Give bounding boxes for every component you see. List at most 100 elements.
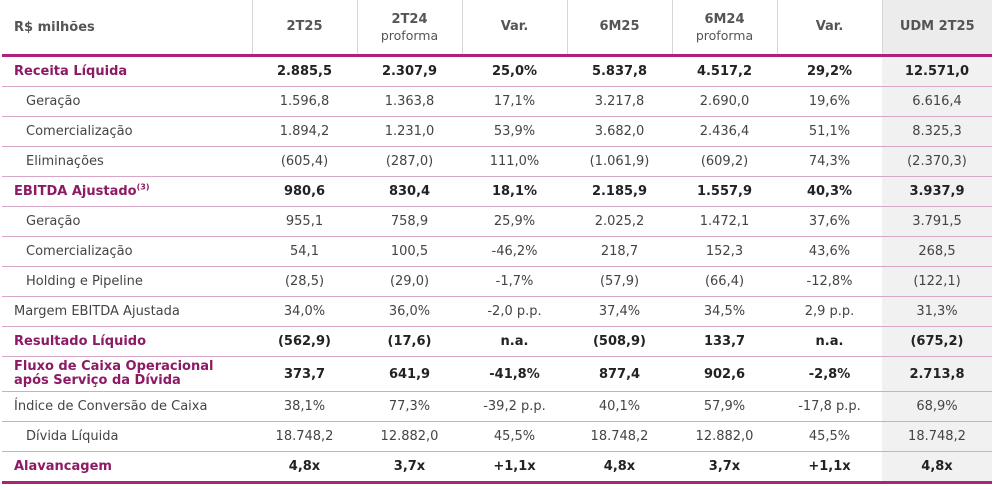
- cell: 3.217,8: [567, 86, 672, 117]
- row-label: Receita Líquida: [2, 55, 252, 87]
- cell: 54,1: [252, 236, 357, 267]
- cell: (287,0): [357, 146, 462, 177]
- row-comercializacao-receita: Comercialização 1.894,2 1.231,0 53,9% 3.…: [2, 116, 992, 147]
- cell: 1.557,9: [672, 176, 777, 207]
- table-header: R$ milhões 2T25 2T24 proforma Var. 6M25 6…: [2, 0, 992, 57]
- cell: (17,6): [357, 326, 462, 357]
- cell: 4,8x: [882, 451, 992, 484]
- cell: -12,8%: [777, 266, 882, 297]
- cell: 5.837,8: [567, 55, 672, 87]
- cell: (2.370,3): [882, 146, 992, 177]
- row-label: Dívida Líquida: [2, 421, 252, 452]
- row-label: Alavancagem: [2, 451, 252, 484]
- cell: 8.325,3: [882, 116, 992, 147]
- row-receita-liquida: Receita Líquida 2.885,5 2.307,9 25,0% 5.…: [2, 55, 992, 87]
- cell: 2,9 p.p.: [777, 296, 882, 327]
- row-geracao-ebitda: Geração 955,1 758,9 25,9% 2.025,2 1.472,…: [2, 206, 992, 237]
- cell: 100,5: [357, 236, 462, 267]
- cell: 57,9%: [672, 391, 777, 422]
- cell: 37,4%: [567, 296, 672, 327]
- cell: 29,2%: [777, 55, 882, 87]
- cell: 4,8x: [252, 451, 357, 484]
- cell: (66,4): [672, 266, 777, 297]
- cell: 43,6%: [777, 236, 882, 267]
- cell: 3.791,5: [882, 206, 992, 237]
- cell: 4,8x: [567, 451, 672, 484]
- cell: 3.682,0: [567, 116, 672, 147]
- cell: 111,0%: [462, 146, 567, 177]
- row-resultado-liquido: Resultado Líquido (562,9) (17,6) n.a. (5…: [2, 326, 992, 357]
- row-label: Comercialização: [2, 236, 252, 267]
- row-label: Resultado Líquido: [2, 326, 252, 357]
- cell: 877,4: [567, 356, 672, 392]
- header-6m24: 6M24 proforma: [672, 0, 778, 57]
- cell: 373,7: [252, 356, 357, 392]
- cell: (675,2): [882, 326, 992, 357]
- cell: 2.185,9: [567, 176, 672, 207]
- cell: 1.472,1: [672, 206, 777, 237]
- row-holding-pipeline: Holding e Pipeline (28,5) (29,0) -1,7% (…: [2, 266, 992, 297]
- cell: 18,1%: [462, 176, 567, 207]
- header-var-semester: Var.: [777, 0, 883, 57]
- cell: 45,5%: [462, 421, 567, 452]
- cell: 2.690,0: [672, 86, 777, 117]
- cell: 1.231,0: [357, 116, 462, 147]
- cell: 268,5: [882, 236, 992, 267]
- row-indice-conversao: Índice de Conversão de Caixa 38,1% 77,3%…: [2, 391, 992, 422]
- cell: (609,2): [672, 146, 777, 177]
- cell: 18.748,2: [882, 421, 992, 452]
- header-var-quarter: Var.: [462, 0, 568, 57]
- cell: 4.517,2: [672, 55, 777, 87]
- row-ebitda-ajustado: EBITDA Ajustado(3) 980,6 830,4 18,1% 2.1…: [2, 176, 992, 207]
- cell: 1.596,8: [252, 86, 357, 117]
- cell: 37,6%: [777, 206, 882, 237]
- cell: (29,0): [357, 266, 462, 297]
- cell: 830,4: [357, 176, 462, 207]
- cell: 758,9: [357, 206, 462, 237]
- cell: 3,7x: [357, 451, 462, 484]
- cell: 12.571,0: [882, 55, 992, 87]
- cell: 12.882,0: [672, 421, 777, 452]
- row-margem-ebitda: Margem EBITDA Ajustada 34,0% 36,0% -2,0 …: [2, 296, 992, 327]
- cell: 12.882,0: [357, 421, 462, 452]
- cell: 34,0%: [252, 296, 357, 327]
- cell: 53,9%: [462, 116, 567, 147]
- row-label: Margem EBITDA Ajustada: [2, 296, 252, 327]
- cell: 17,1%: [462, 86, 567, 117]
- cell: n.a.: [777, 326, 882, 357]
- row-label: EBITDA Ajustado(3): [2, 176, 252, 207]
- cell: -1,7%: [462, 266, 567, 297]
- cell: -17,8 p.p.: [777, 391, 882, 422]
- row-label: Fluxo de Caixa Operacional após Serviço …: [2, 356, 252, 392]
- cell: 1.363,8: [357, 86, 462, 117]
- cell: 25,9%: [462, 206, 567, 237]
- cell: 38,1%: [252, 391, 357, 422]
- cell: 40,1%: [567, 391, 672, 422]
- cell: +1,1x: [777, 451, 882, 484]
- row-divida-liquida: Dívida Líquida 18.748,2 12.882,0 45,5% 1…: [2, 421, 992, 452]
- cell: 18.748,2: [252, 421, 357, 452]
- row-label: Eliminações: [2, 146, 252, 177]
- cell: 36,0%: [357, 296, 462, 327]
- cell: +1,1x: [462, 451, 567, 484]
- cell: (605,4): [252, 146, 357, 177]
- cell: 980,6: [252, 176, 357, 207]
- cell: 19,6%: [777, 86, 882, 117]
- footnote-marker: (3): [136, 182, 150, 192]
- cell: 40,3%: [777, 176, 882, 207]
- cell: (28,5): [252, 266, 357, 297]
- cell: 25,0%: [462, 55, 567, 87]
- cell: 31,3%: [882, 296, 992, 327]
- cell: 641,9: [357, 356, 462, 392]
- cell: 3,7x: [672, 451, 777, 484]
- cell: 74,3%: [777, 146, 882, 177]
- cell: n.a.: [462, 326, 567, 357]
- row-fluxo-caixa: Fluxo de Caixa Operacional após Serviço …: [2, 356, 992, 392]
- cell: 68,9%: [882, 391, 992, 422]
- cell: 133,7: [672, 326, 777, 357]
- cell: (57,9): [567, 266, 672, 297]
- row-eliminacoes: Eliminações (605,4) (287,0) 111,0% (1.06…: [2, 146, 992, 177]
- row-alavancagem: Alavancagem 4,8x 3,7x +1,1x 4,8x 3,7x +1…: [2, 451, 992, 484]
- cell: 51,1%: [777, 116, 882, 147]
